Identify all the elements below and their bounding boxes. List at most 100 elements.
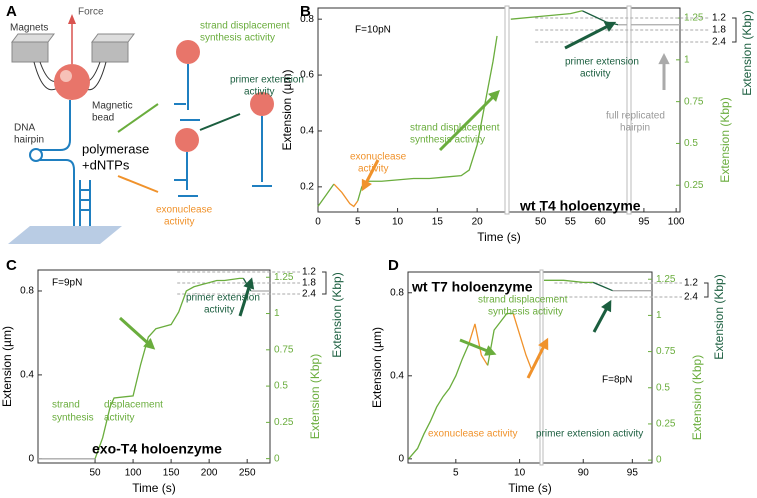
panel-label: C (6, 257, 17, 274)
y2-tick-label: 1.25 (656, 274, 676, 285)
trace (317, 183, 335, 207)
label: Force (78, 7, 104, 18)
bead (176, 40, 200, 64)
label: activity (164, 217, 195, 228)
arrow-head (601, 299, 612, 313)
annotation: primer extension (186, 293, 260, 304)
x-tick-label: 5 (453, 468, 459, 479)
axis-break (504, 5, 510, 215)
panel-label: B (300, 3, 311, 20)
y2-tick-label: 0.75 (656, 346, 676, 357)
y3-tick-label: 1.8 (302, 278, 316, 289)
annotation: hairpin (620, 123, 650, 134)
y-axis-title: Extension (µm) (0, 326, 14, 407)
annotation-arrow (459, 338, 491, 354)
annotation: synthesis activity (410, 135, 485, 146)
y3-tick-label: 2.4 (302, 289, 316, 300)
x-axis-title: Time (s) (132, 481, 176, 495)
arrow (199, 113, 241, 131)
x-tick-label: 0 (315, 217, 321, 228)
x-tick-label: 20 (472, 217, 484, 228)
annotation: primer extension (565, 57, 639, 68)
hairpin-icon (174, 152, 198, 197)
annotation-arrow (363, 159, 380, 186)
y3-tick-label: 1.8 (712, 25, 726, 36)
chart-panel: D 0 0.4 0.8 0 0.25 0.5 0.75 1 1.25 1.2 2.4 5 10 90 95 Ti… (370, 257, 726, 495)
axis-break (539, 269, 544, 466)
x-axis-title: Time (s) (508, 481, 552, 495)
label: activity (244, 87, 275, 98)
panel-a: A Force Magnets Magnetic bead DNA hairpi… (6, 3, 304, 244)
annotation: wt T7 holoenzyme (411, 279, 533, 295)
annotation: strand (52, 400, 80, 411)
y2-tick-label: 0.75 (274, 344, 294, 355)
trace (512, 313, 533, 372)
arrow-head (243, 277, 255, 290)
y3-axis-title: Extension (Kbp) (330, 272, 344, 357)
arrow-head (361, 178, 372, 192)
x-tick-label: 95 (627, 468, 639, 479)
trace (487, 312, 514, 366)
label: strand displacement (200, 21, 290, 32)
y3-tick-label: 2.4 (712, 37, 726, 48)
y-axis-title: Extension (µm) (280, 70, 294, 151)
annotation: synthesis (52, 413, 94, 424)
y2-tick-label: 0.25 (656, 419, 676, 430)
annotation-arrow (438, 93, 497, 152)
y2-axis-title: Extension (Kbp) (690, 355, 704, 440)
field-lines (33, 61, 107, 91)
x-tick-label: 90 (578, 468, 590, 479)
label: Magnetic (92, 101, 133, 112)
y2-tick-label: 0 (274, 453, 280, 464)
annotation: strand displacement (478, 295, 568, 306)
annotation: activity (580, 69, 611, 80)
hairpin-icon (252, 116, 272, 187)
annotation-arrow (118, 316, 152, 347)
label: DNA (14, 123, 35, 134)
x-tick-label: 50 (89, 468, 101, 479)
trace (333, 183, 359, 208)
chart-panel: B 0.2 0.4 0.6 0.8 0.25 0.5 0.75 1 1.25 1.21.82.4 0 5… (280, 3, 754, 244)
annotation: full replicated (606, 111, 665, 122)
y3-tick-label: 2.4 (684, 292, 698, 303)
chart-panel: C 0 0.4 0.8 0 0.25 0.5 0.75 1 1.25 1.21.82.4 50 100 1… (0, 257, 344, 495)
label: polymerase (82, 141, 149, 156)
y2-tick-label: 0 (656, 455, 662, 466)
y2-tick-label: 1.25 (684, 13, 704, 24)
x-tick-label: 15 (432, 217, 444, 228)
arrow-head (538, 337, 549, 351)
y-tick-label: 0.4 (300, 126, 314, 137)
arrow-head (603, 21, 617, 32)
annotation: activity (358, 164, 389, 175)
x-tick-label: 50 (535, 217, 547, 228)
y2-tick-label: 0.5 (684, 138, 698, 149)
label: bead (92, 113, 114, 124)
y-tick-label: 0.2 (300, 181, 314, 192)
x-tick-label: 95 (638, 217, 650, 228)
annotation: exonuclease (350, 152, 407, 163)
y2-tick-label: 0.25 (684, 180, 704, 191)
y-axis-title: Extension (µm) (370, 327, 384, 408)
bracket (732, 17, 737, 43)
bead-shine (60, 70, 72, 82)
x-tick-label: 250 (239, 468, 256, 479)
annotation: F=8pN (602, 375, 632, 386)
trace (543, 279, 594, 284)
annotation: exonuclease activity (428, 429, 518, 440)
arrow (117, 175, 159, 193)
y2-tick-label: 0.5 (274, 381, 288, 392)
y2-tick-label: 1 (656, 310, 662, 321)
hairpin-icon (174, 64, 200, 121)
panel-label: A (6, 3, 17, 20)
y-tick-label: 0.4 (390, 370, 404, 381)
label: hairpin (14, 135, 44, 146)
y-tick-label: 0 (398, 453, 404, 464)
y-tick-label: 0.8 (390, 287, 404, 298)
axis-break (626, 5, 632, 215)
y2-tick-label: 1.25 (274, 272, 294, 283)
x-tick-label: 10 (514, 468, 526, 479)
label: +dNTPs (82, 157, 130, 172)
annotation-arrow (238, 283, 252, 317)
x-axis-title: Time (s) (477, 230, 521, 244)
